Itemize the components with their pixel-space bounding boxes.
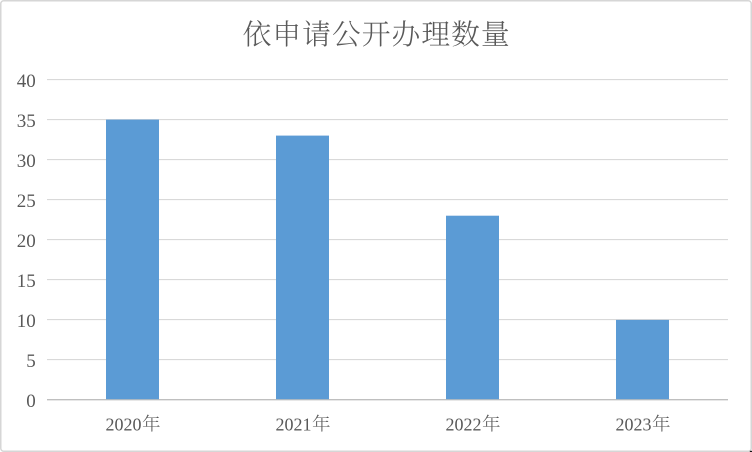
svg-text:25: 25 — [17, 191, 36, 212]
svg-text:15: 15 — [17, 271, 36, 292]
svg-text:0: 0 — [26, 391, 36, 412]
svg-text:5: 5 — [26, 351, 36, 372]
svg-text:20: 20 — [17, 231, 36, 252]
svg-text:2021: 2021 — [276, 414, 312, 434]
svg-text:40: 40 — [17, 71, 36, 92]
svg-text:2023: 2023 — [616, 414, 652, 434]
svg-text:2020: 2020 — [106, 414, 142, 434]
svg-text:30: 30 — [17, 151, 36, 172]
svg-text:10: 10 — [17, 311, 36, 332]
svg-text:35: 35 — [17, 111, 36, 132]
svg-text:2022: 2022 — [446, 414, 482, 434]
